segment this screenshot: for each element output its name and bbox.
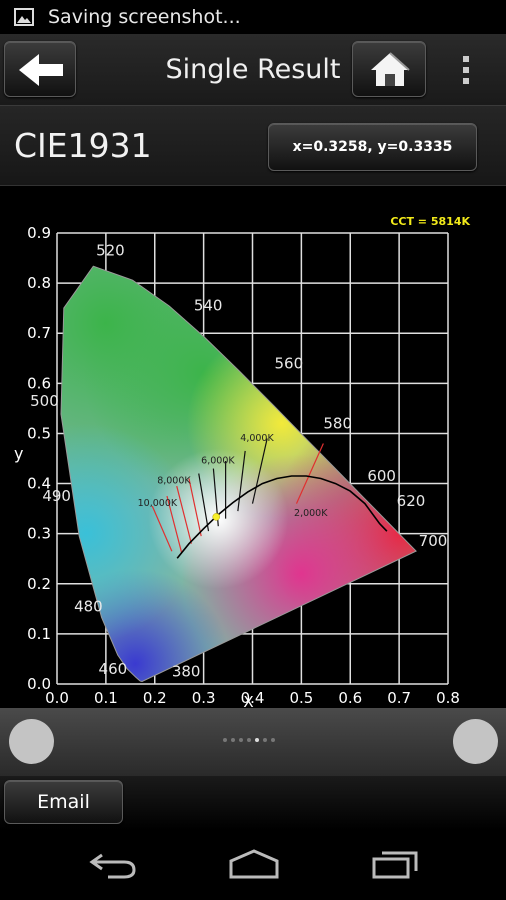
isotherm-line	[295, 443, 324, 504]
nav-back-icon[interactable]	[88, 847, 138, 881]
wavelength-label: 480	[74, 597, 103, 615]
y-tick-label: 0.4	[27, 475, 51, 493]
pager-bar	[0, 708, 506, 776]
y-tick-label: 0.5	[27, 424, 51, 442]
y-tick-label: 0.0	[27, 675, 51, 693]
cie-chart: 0.0 0.1 0.2 0.3 0.4 0.5 0.6 0.7 0.8 0.0 0.1 0.2 0.3 0…	[0, 186, 506, 711]
planckian-locus	[176, 475, 388, 559]
back-arrow-icon	[19, 54, 63, 86]
wavelength-label: 600	[367, 467, 396, 485]
color-space-label: CIE1931	[14, 126, 152, 165]
wavelength-label: 700	[419, 532, 448, 550]
page-dot	[263, 738, 267, 742]
x-tick-label: 0.0	[45, 689, 69, 707]
y-tick-label: 0.3	[27, 525, 51, 543]
isotherm-line	[151, 505, 173, 552]
y-tick-label: 0.7	[27, 324, 51, 342]
x-axis-label: X	[243, 693, 253, 708]
nav-recents-icon[interactable]	[370, 847, 422, 881]
wavelength-label: 580	[323, 414, 352, 432]
x-tick-label: 0.2	[143, 689, 167, 707]
page-indicator	[223, 738, 275, 742]
cct-label: 10,000K	[138, 498, 178, 509]
wavelength-label: 500	[30, 392, 59, 410]
x-tick-label: 0.6	[338, 689, 362, 707]
wavelength-label: 620	[397, 492, 426, 510]
cct-value-label: CCT = 5814K	[390, 215, 470, 228]
x-tick-label: 0.3	[192, 689, 216, 707]
measured-point	[212, 513, 220, 521]
x-tick-label: 0.4	[241, 689, 265, 707]
isotherm-line	[188, 478, 202, 537]
page-title: Single Result	[165, 54, 341, 85]
page-dot	[247, 738, 251, 742]
isotherm-line	[166, 495, 183, 553]
cct-label: 8,000K	[157, 476, 191, 487]
wavelength-label: 490	[42, 487, 71, 505]
spectral-locus	[60, 265, 417, 683]
status-text: Saving screenshot...	[48, 6, 241, 28]
y-tick-label: 0.1	[27, 625, 51, 643]
y-tick-label: 0.9	[27, 224, 51, 242]
x-tick-label: 0.7	[387, 689, 411, 707]
page-dot	[271, 738, 275, 742]
isotherm-line	[251, 438, 268, 504]
y-tick-label: 0.2	[27, 575, 51, 593]
action-bar: Single Result	[0, 34, 506, 106]
wavelength-label: 380	[172, 662, 201, 680]
back-button[interactable]	[4, 41, 76, 97]
x-tick-label: 0.8	[436, 689, 460, 707]
page-dot	[223, 738, 227, 742]
coordinates-button[interactable]: x=0.3258, y=0.3335	[268, 123, 477, 171]
home-button[interactable]	[352, 41, 426, 97]
overflow-menu-icon[interactable]	[458, 52, 474, 88]
cct-label: 2,000K	[294, 508, 328, 519]
email-bar: Email	[0, 776, 506, 830]
y-tick-label: 0.8	[27, 274, 51, 292]
nav-home-icon[interactable]	[227, 847, 281, 881]
system-nav-bar	[0, 830, 506, 900]
cyan-region	[61, 423, 197, 644]
x-tick-label: 0.1	[94, 689, 118, 707]
page-dot	[255, 738, 259, 742]
picture-icon	[14, 8, 34, 26]
previous-page-button[interactable]	[9, 719, 54, 764]
wavelength-label: 520	[96, 242, 125, 260]
cct-label: 6,000K	[201, 456, 235, 467]
y-axis-label: y	[14, 444, 23, 463]
info-bar: CIE1931 x=0.3258, y=0.3335	[0, 106, 506, 186]
x-tick-label: 0.5	[289, 689, 313, 707]
isotherm-line	[176, 485, 192, 544]
email-button[interactable]: Email	[4, 780, 123, 824]
status-bar: Saving screenshot...	[0, 0, 506, 34]
isotherm-line	[237, 450, 246, 512]
next-page-button[interactable]	[453, 719, 498, 764]
wavelength-label: 540	[194, 297, 223, 315]
isotherm-line	[198, 473, 210, 532]
page-dot	[231, 738, 235, 742]
cie-chart-svg: 0.0 0.1 0.2 0.3 0.4 0.5 0.6 0.7 0.8 0.0 0.1 0.2 0.3 0…	[14, 215, 470, 711]
wavelength-label: 560	[274, 354, 303, 372]
page-dot	[239, 738, 243, 742]
home-icon	[371, 52, 410, 86]
cct-label: 4,000K	[240, 433, 274, 444]
wavelength-label: 460	[99, 660, 128, 678]
y-tick-label: 0.6	[27, 374, 51, 392]
